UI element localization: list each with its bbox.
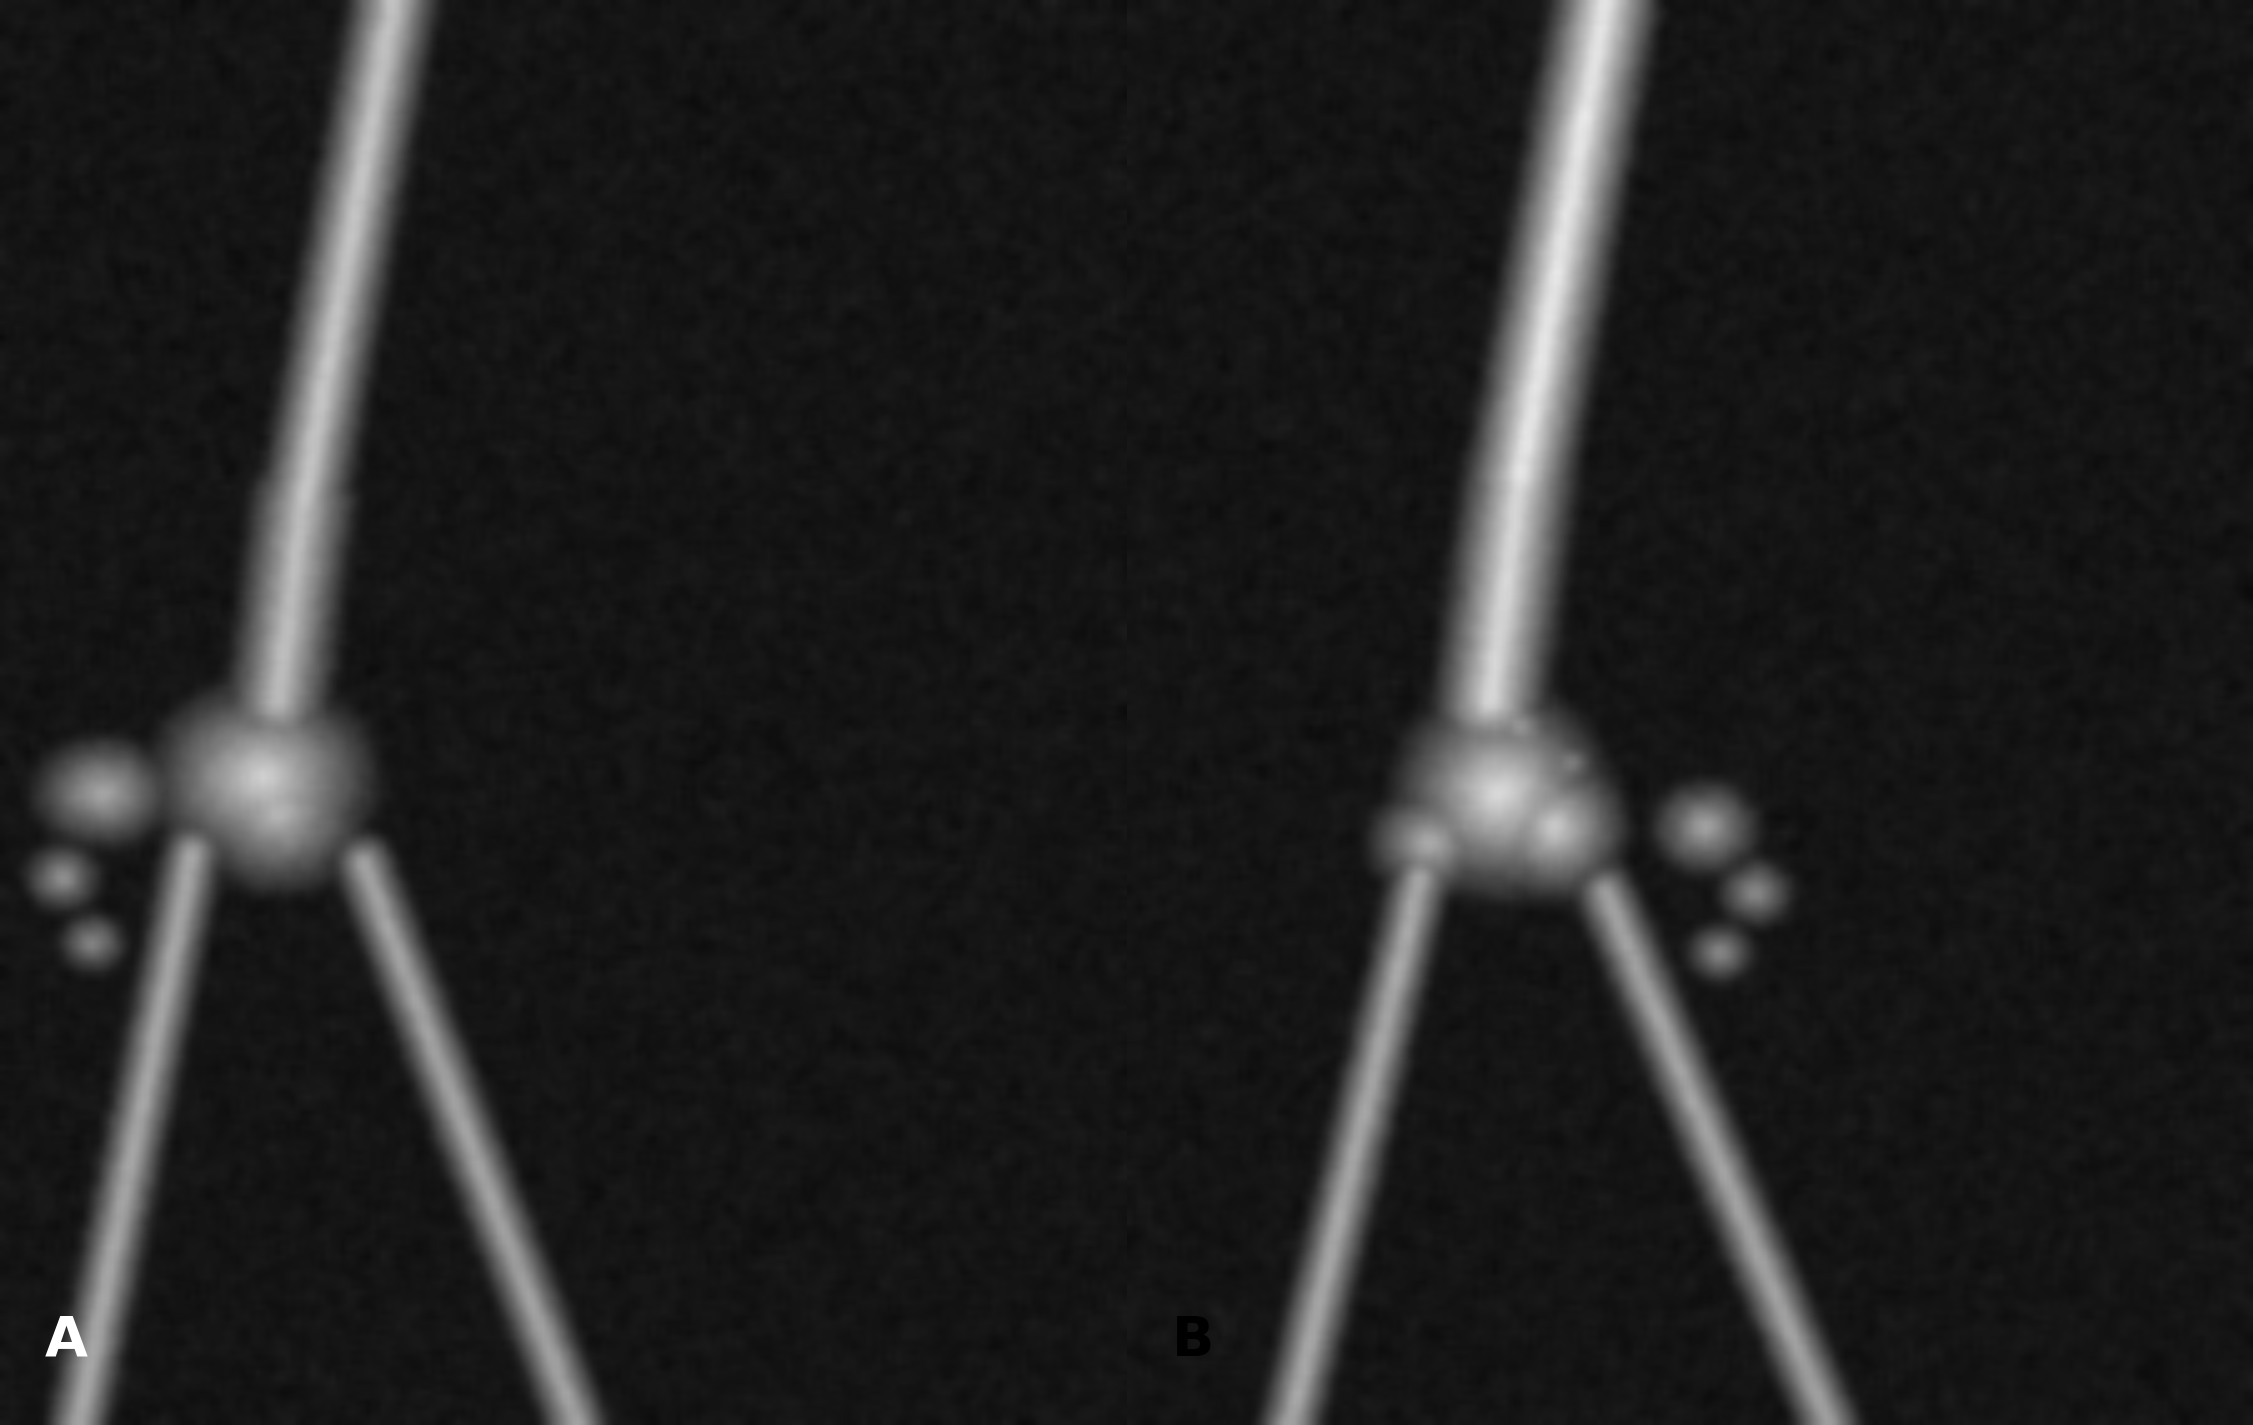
Text: A: A — [45, 1314, 88, 1368]
Text: B: B — [1172, 1314, 1214, 1368]
